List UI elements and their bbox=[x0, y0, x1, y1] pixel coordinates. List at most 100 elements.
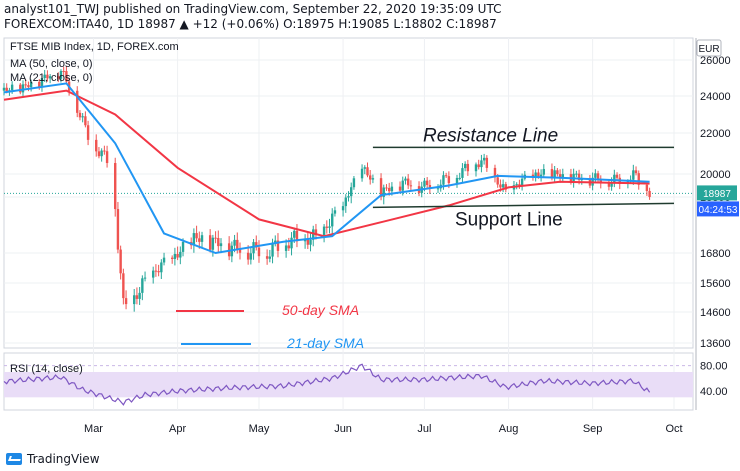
candle-body bbox=[556, 170, 559, 175]
tradingview-brand[interactable]: TradingView bbox=[6, 452, 100, 466]
time-tick-label: Aug bbox=[499, 423, 519, 435]
candle-body bbox=[387, 187, 391, 192]
candle-body bbox=[615, 174, 619, 178]
candle-body bbox=[219, 243, 223, 247]
candle-body bbox=[105, 151, 109, 164]
candle-body bbox=[306, 238, 310, 245]
candle-body bbox=[143, 277, 147, 279]
candle-body bbox=[328, 226, 331, 228]
candle-body bbox=[350, 187, 353, 197]
candle-body bbox=[255, 242, 258, 248]
currency-label: EUR bbox=[698, 44, 719, 55]
support-label: Support Line bbox=[455, 209, 563, 230]
candle-body bbox=[116, 209, 120, 250]
candle-body bbox=[78, 112, 82, 118]
candle-body bbox=[347, 196, 350, 198]
candle-body bbox=[21, 84, 25, 93]
candle-body bbox=[198, 238, 201, 242]
support-line bbox=[372, 202, 675, 209]
candle-body bbox=[363, 167, 366, 169]
rsi-tick-label: 80.00 bbox=[700, 361, 728, 373]
rsi-tick-label: 40.00 bbox=[700, 386, 728, 398]
countdown-tag bbox=[697, 201, 739, 217]
candle-body bbox=[293, 230, 296, 238]
candle-body bbox=[474, 164, 478, 172]
candle-body bbox=[249, 253, 253, 260]
candle-body bbox=[2, 87, 6, 91]
symbol-quote: FOREXCOM:ITA40, 1D 18987 ▲ +12 (+0.06%) … bbox=[4, 17, 497, 31]
sma-legend: 50-day SMA 21-day SMA bbox=[176, 302, 364, 351]
price-tick-label: 14600 bbox=[700, 307, 731, 319]
candle-body bbox=[284, 245, 288, 251]
candle-body bbox=[81, 116, 84, 118]
candle-body bbox=[398, 186, 402, 191]
candle-body bbox=[268, 256, 272, 259]
candle-body bbox=[401, 180, 404, 191]
price-tick-label: 26000 bbox=[700, 55, 731, 67]
candle-body bbox=[341, 206, 345, 211]
candle-body bbox=[57, 76, 60, 79]
candle-body bbox=[62, 70, 65, 72]
candle-body bbox=[577, 173, 581, 181]
candle-body bbox=[531, 174, 535, 177]
ma-legend-label: MA (21, close, 0) bbox=[10, 72, 93, 84]
candle-body bbox=[46, 74, 49, 79]
candle-body bbox=[38, 81, 41, 88]
candle-body bbox=[390, 186, 394, 192]
candle-body bbox=[325, 226, 328, 228]
candle-body bbox=[480, 160, 483, 168]
candle-body bbox=[238, 249, 242, 253]
candle-body bbox=[154, 270, 158, 272]
time-tick-label: May bbox=[249, 423, 270, 435]
candle-body bbox=[458, 177, 461, 179]
candle-body bbox=[200, 235, 204, 242]
countdown-label: 04:24:53 bbox=[699, 205, 738, 216]
candle-body bbox=[461, 168, 464, 178]
candle-body bbox=[485, 157, 489, 168]
last-price-label: 18987 bbox=[703, 189, 731, 200]
candle-body bbox=[333, 210, 337, 214]
candle-body bbox=[634, 170, 638, 174]
candle-body bbox=[179, 251, 182, 258]
candle-body bbox=[553, 170, 556, 178]
rsi-band bbox=[4, 372, 693, 398]
candle-body bbox=[314, 229, 318, 236]
candle-body bbox=[173, 253, 177, 259]
tradingview-logo-icon bbox=[6, 453, 22, 465]
candle-body bbox=[160, 262, 163, 273]
candle-body bbox=[360, 168, 364, 179]
candle-body bbox=[575, 173, 578, 175]
candle-body bbox=[550, 169, 554, 178]
candle-body bbox=[157, 271, 160, 273]
candle-body bbox=[466, 163, 470, 172]
price-tick-label: 15600 bbox=[700, 278, 731, 290]
time-tick-label: Apr bbox=[169, 423, 186, 435]
sma-legend-label: 21-day SMA bbox=[286, 335, 364, 351]
candle-body bbox=[428, 184, 432, 189]
candle-body bbox=[515, 184, 518, 186]
candle-body bbox=[482, 157, 486, 161]
candle-body bbox=[499, 184, 502, 188]
candle-body bbox=[265, 256, 269, 259]
candle-body bbox=[86, 125, 90, 140]
candle-body bbox=[344, 197, 347, 207]
candle-body bbox=[444, 175, 448, 177]
candle-body bbox=[124, 298, 128, 305]
price-tick-label: 16800 bbox=[700, 248, 731, 260]
candle-body bbox=[181, 241, 185, 252]
candle-body bbox=[59, 70, 63, 79]
candle-body bbox=[648, 190, 651, 197]
candle-body bbox=[19, 84, 22, 93]
price-tick-label: 24000 bbox=[700, 91, 731, 103]
candle-body bbox=[236, 239, 239, 250]
candle-body bbox=[40, 78, 44, 88]
candle-body bbox=[246, 252, 250, 260]
ma-legend-label: MA (50, close, 0) bbox=[10, 58, 93, 70]
candle-body bbox=[95, 139, 98, 152]
candle-body bbox=[5, 87, 8, 92]
candle-body bbox=[103, 150, 106, 152]
tradingview-brand-label: TradingView bbox=[27, 452, 100, 466]
candle-body bbox=[276, 240, 280, 251]
candle-body bbox=[133, 295, 136, 305]
